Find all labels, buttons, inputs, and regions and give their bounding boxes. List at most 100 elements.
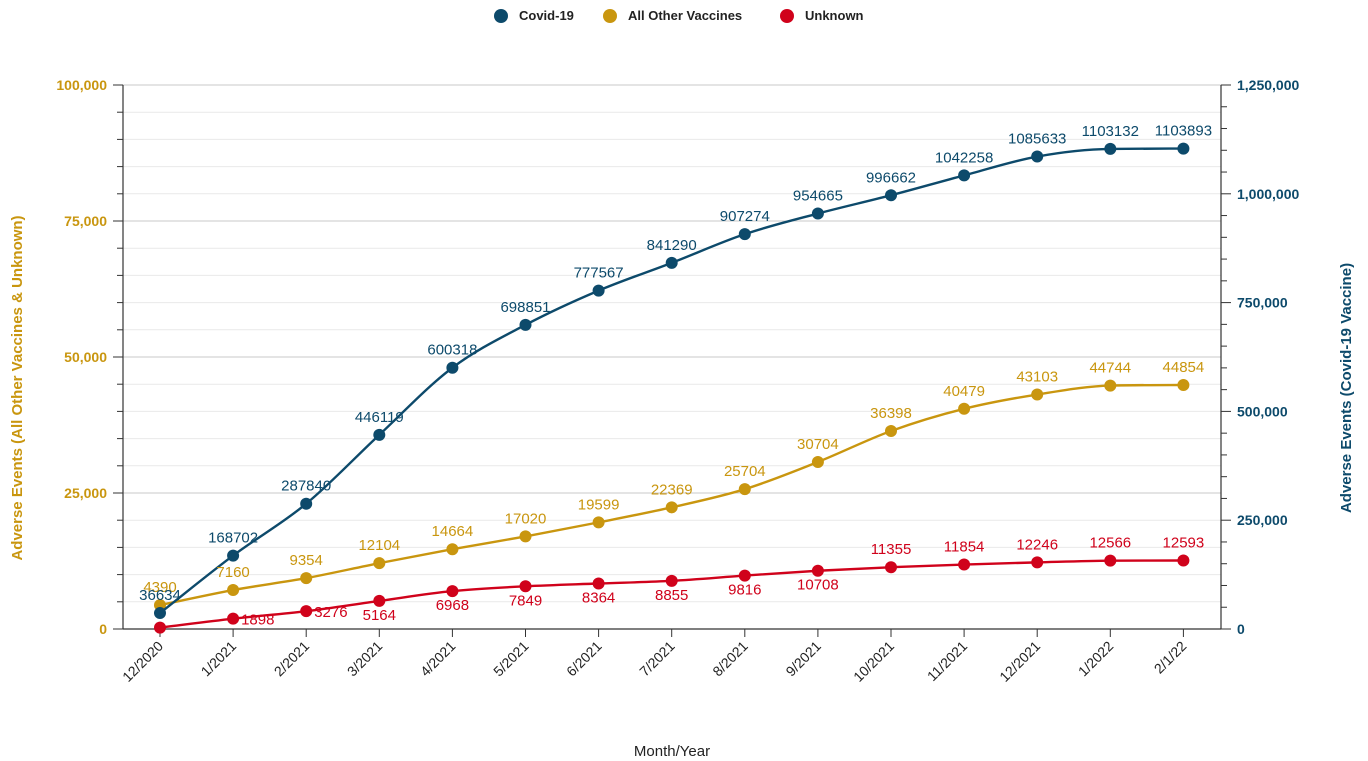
x-axis-tick-label: 12/2020 [119,638,166,685]
unknown-point [885,561,897,574]
covid-19-data-label: 168702 [208,530,258,547]
legend-label: All Other Vaccines [628,8,742,23]
x-axis-tick-label: 4/2021 [417,638,459,680]
right-axis-tick-label: 750,000 [1237,295,1288,311]
left-axis-tick-label: 0 [99,621,107,637]
all-other-vaccines-data-label: 9354 [290,552,323,569]
left-axis-title: Adverse Events (All Other Vaccines & Unk… [9,215,26,560]
all-other-vaccines-data-label: 14664 [432,523,474,540]
all-other-vaccines-data-label: 22369 [651,481,693,498]
covid-19-point [373,428,386,441]
covid-19-point [665,256,678,269]
covid-19-data-label: 287840 [281,478,331,495]
unknown-data-label: 3276 [314,604,347,621]
unknown-point [373,594,386,607]
covid-19-data-label: 841290 [647,237,697,254]
all-other-vaccines-point [738,483,751,496]
unknown-point [592,577,605,590]
legend-item-unknown[interactable]: Unknown [780,8,864,23]
all-other-vaccines-point [811,455,824,468]
all-other-vaccines-data-label: 40479 [943,383,985,400]
all-other-vaccines-data-label: 4390 [143,579,176,596]
covid-19-data-label: 954665 [793,188,843,205]
right-axis-title: Adverse Events (Covid-19 Vaccine) [1338,263,1355,513]
x-axis-title: Month/Year [634,743,710,760]
covid-19-point [446,361,459,374]
all-other-vaccines-point [665,501,678,514]
right-axis-tick-label: 250,000 [1237,512,1288,528]
data-labels: 4390 7160 9354 12104 14664 17020 19599 22369 257… [139,123,1212,629]
covid-19-point [885,189,897,202]
legend-label: Unknown [805,8,864,23]
all-other-vaccines-point [446,543,459,556]
legend-marker [494,9,508,23]
all-other-vaccines-data-label: 25704 [724,463,766,480]
covid-19-line [159,147,1184,615]
left-axis-tick-label: 50,000 [64,349,107,365]
covid-19-data-label: 1103132 [1082,123,1139,140]
covid-19-data-label: 698851 [500,299,550,316]
unknown-point [227,612,240,625]
covid-19-data-label: 36634 [139,587,181,604]
unknown-data-label: 1898 [241,612,274,629]
axes: 0 25,000 50,000 75,000 100,000 0 250,000 500,00… [9,77,1355,760]
unknown-data-label: 6968 [436,597,469,614]
left-axis-tick-label: 75,000 [64,213,107,229]
all-other-vaccines-point [519,530,532,543]
legend-marker [603,9,617,23]
covid-19-point [592,284,605,297]
unknown-data-label: 8364 [582,589,615,606]
grid-lines [123,84,1221,603]
covid-19-point [227,549,240,562]
unknown-data-label: 9816 [728,582,761,599]
x-axis-tick-label: 11/2021 [924,638,971,685]
x-axis-tick-label: 1/2021 [198,638,240,680]
covid-19-point [1031,150,1044,163]
unknown-data-label: 8855 [655,587,688,604]
all-other-vaccines-point [300,572,313,585]
left-axis-tick-label: 25,000 [64,485,107,501]
unknown-data-label: 11355 [871,541,912,558]
all-other-vaccines-data-label: 12104 [358,537,400,554]
covid-19-data-label: 1085633 [1008,131,1066,148]
unknown-point [519,580,532,593]
all-other-vaccines-data-label: 19599 [578,496,620,513]
x-axis-tick-label: 12/2021 [996,638,1043,685]
right-axis-tick-label: 1,000,000 [1237,186,1299,202]
all-other-vaccines-point [1177,378,1190,391]
right-axis-tick-label: 0 [1237,621,1245,637]
all-other-vaccines-point [592,516,605,529]
covid-19-point [738,228,751,241]
covid-19-data-label: 1103893 [1155,123,1212,140]
covid-19-data-label: 1042258 [935,149,993,166]
x-axis-tick-label: 2/2021 [271,638,313,680]
x-axis-tick-label: 9/2021 [782,638,824,680]
unknown-data-label: 5164 [363,607,396,624]
x-axis-tick-label: 8/2021 [709,638,751,680]
all-other-vaccines-point [1031,388,1044,401]
unknown-point [1177,554,1190,567]
all-other-vaccines-point [227,584,240,597]
all-other-vaccines-data-label: 44744 [1089,360,1131,377]
covid-19-point [1104,142,1117,155]
unknown-data-label: 11854 [944,539,985,556]
covid-19-data-label: 777567 [574,265,624,282]
unknown-point [154,621,166,634]
legend-marker [780,9,794,23]
legend-item-covid-19[interactable]: Covid-19 [494,8,574,23]
x-axis-tick-label: 7/2021 [636,638,678,680]
unknown-data-label: 12246 [1016,536,1058,553]
covid-19-data-label: 600318 [427,342,477,359]
legend[interactable]: Covid-19 All Other Vaccines Unknown [494,8,864,23]
x-axis-tick-label: 10/2021 [850,638,897,685]
unknown-point [1031,556,1044,569]
covid-19-point [519,318,532,331]
unknown-point [811,564,824,577]
covid-19-point [300,497,313,510]
x-axis-tick-label: 3/2021 [344,638,386,680]
legend-item-all-other-vaccines[interactable]: All Other Vaccines [603,8,742,23]
unknown-point [738,569,751,582]
unknown-data-label: 10708 [797,577,839,594]
covid-19-point [958,169,971,182]
